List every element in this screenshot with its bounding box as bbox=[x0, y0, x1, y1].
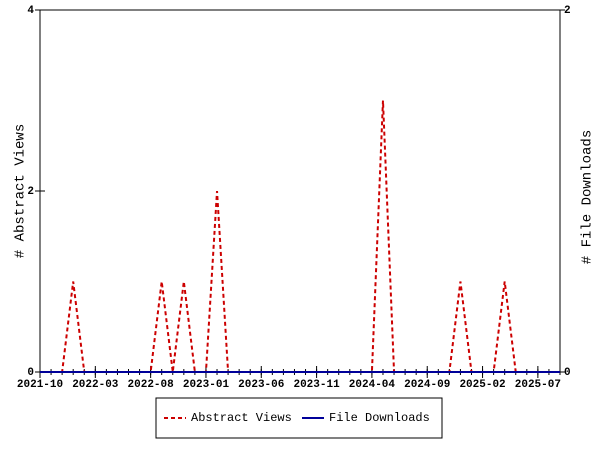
x-tick-label: 2022-03 bbox=[72, 379, 119, 391]
x-tick-label: 2023-01 bbox=[183, 379, 230, 391]
y-tick-label: 2 bbox=[27, 186, 34, 198]
legend-label: Abstract Views bbox=[191, 411, 292, 425]
x-tick-label: 2025-07 bbox=[515, 379, 561, 391]
x-tick-label: 2024-04 bbox=[349, 379, 396, 391]
x-tick-label: 2025-02 bbox=[459, 379, 505, 391]
y2-tick-label: 0 bbox=[564, 367, 571, 379]
y-tick-label: 4 bbox=[27, 5, 34, 17]
legend bbox=[155, 397, 443, 439]
x-tick-label: 2024-09 bbox=[404, 379, 450, 391]
legend-label: File Downloads bbox=[329, 411, 430, 425]
series-line bbox=[40, 100, 560, 373]
x-tick-label: 2021-10 bbox=[17, 379, 63, 391]
plot-frame bbox=[39, 9, 561, 373]
y-axis-title: # Abstract Views bbox=[13, 124, 29, 258]
y-tick-label: 0 bbox=[27, 367, 34, 379]
x-tick-label: 2023-11 bbox=[293, 379, 340, 391]
x-tick-label: 2022-08 bbox=[128, 379, 175, 391]
y2-tick-label: 2 bbox=[564, 5, 571, 17]
x-tick-label: 2023-06 bbox=[238, 379, 284, 391]
y2-axis-title: # File Downloads bbox=[580, 130, 596, 264]
